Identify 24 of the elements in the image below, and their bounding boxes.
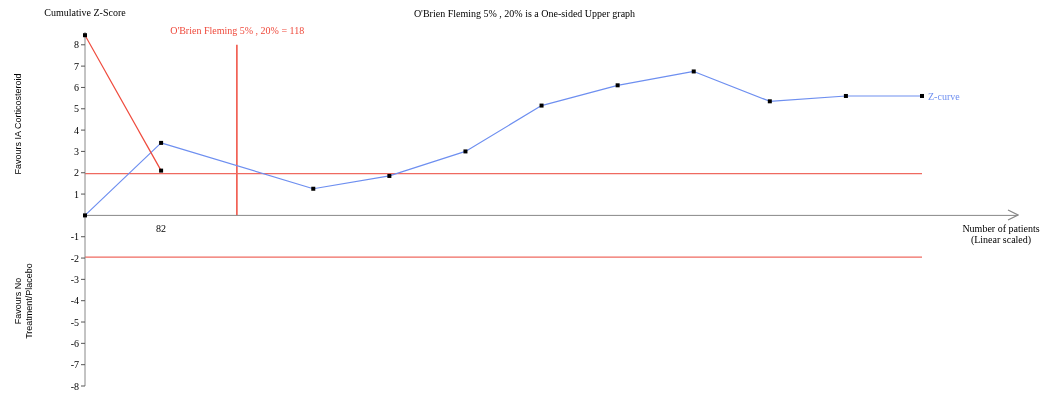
- y-tick-label: 7: [74, 60, 79, 72]
- y-tick-label: -2: [70, 252, 79, 264]
- y-tick-label: 6: [74, 82, 79, 93]
- y-tick-label: -6: [70, 337, 79, 349]
- y-tick-label: -1: [70, 231, 79, 243]
- text: Favours IA Corticosteroid: [13, 72, 24, 177]
- y-tick-label: 5: [74, 103, 79, 115]
- series-label: O'Brien Fleming 5% , 20% = 118: [169, 24, 306, 36]
- y-tick-label: -7: [70, 359, 79, 371]
- series-label: Z-curve: [928, 90, 961, 102]
- y-tick-label: 1: [74, 188, 79, 200]
- x-axis-title: Number of patients (Linear scaled): [961, 223, 1041, 246]
- y-tick-label: 3: [74, 145, 79, 157]
- y-tick-label: -4: [70, 295, 79, 307]
- y-tick-label: 2: [74, 167, 79, 179]
- text: Favours No Treatment/Placebo: [13, 261, 35, 341]
- y-tick-label: 8: [74, 39, 79, 51]
- y-tick-label: -5: [70, 316, 79, 328]
- y-axis-title: Cumulative Z-Score: [43, 7, 127, 18]
- x-tick-label: 82: [156, 223, 167, 235]
- y-tick-label: -3: [70, 273, 79, 285]
- y-tick-label: 4: [74, 124, 79, 136]
- y-tick-label: -8: [70, 380, 79, 392]
- chart-title: O'Brien Fleming 5% , 20% is a One-sided Upper graph: [413, 8, 636, 19]
